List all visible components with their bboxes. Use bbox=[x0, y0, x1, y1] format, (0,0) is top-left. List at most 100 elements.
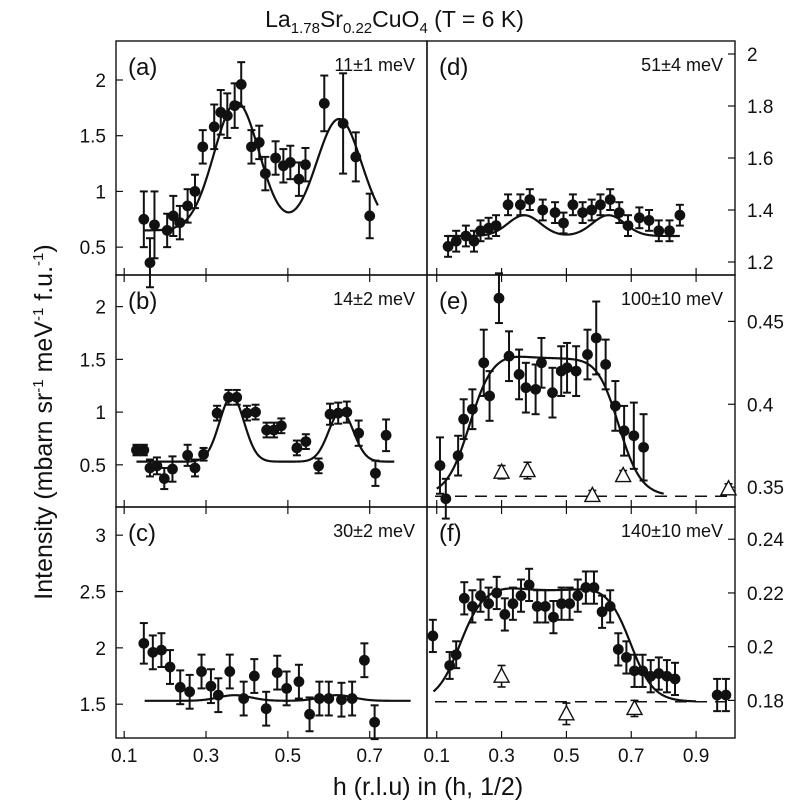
data-point bbox=[260, 703, 272, 715]
data-point bbox=[513, 369, 525, 380]
data-point bbox=[189, 462, 201, 474]
data-point bbox=[250, 406, 261, 418]
data-point bbox=[490, 220, 502, 232]
data-point bbox=[380, 429, 392, 441]
data-point bbox=[711, 689, 723, 701]
data-point bbox=[604, 600, 616, 612]
data-point bbox=[567, 199, 579, 211]
data-point bbox=[450, 235, 462, 247]
y-tick-label: 3 bbox=[95, 526, 106, 547]
data-point bbox=[458, 592, 470, 604]
data-point bbox=[332, 407, 344, 419]
data-point bbox=[248, 670, 260, 682]
data-point bbox=[596, 606, 608, 618]
x-tick-label: 0.3 bbox=[488, 746, 514, 767]
data-point bbox=[450, 649, 462, 661]
data-point bbox=[151, 460, 163, 472]
x-tick-label: 0.1 bbox=[111, 746, 137, 767]
background-triangle bbox=[492, 666, 511, 683]
panel-e: 0.35 0.4 0.45 (e) 100±10 meV bbox=[426, 272, 784, 520]
data-point bbox=[460, 230, 472, 242]
fit-curve bbox=[436, 355, 664, 495]
x-tick-label: 0.1 bbox=[424, 746, 450, 767]
data-point bbox=[427, 630, 439, 642]
y-tick-label: 2 bbox=[95, 71, 106, 92]
data-point bbox=[643, 215, 655, 226]
data-point bbox=[147, 646, 159, 658]
data-point bbox=[600, 359, 612, 370]
data-point bbox=[595, 199, 606, 211]
data-point bbox=[515, 590, 527, 602]
panel-tag: (e) bbox=[439, 288, 468, 315]
data-point bbox=[291, 442, 303, 454]
background-triangle bbox=[614, 466, 632, 483]
data-point bbox=[164, 661, 176, 673]
data-point bbox=[524, 194, 536, 206]
data-point bbox=[158, 473, 170, 484]
data-point bbox=[475, 590, 486, 602]
data-point bbox=[275, 420, 287, 432]
data-point bbox=[520, 382, 532, 394]
data-point bbox=[530, 383, 542, 395]
data-point bbox=[645, 670, 657, 682]
energy-label: 51±4 meV bbox=[641, 55, 723, 75]
data-point bbox=[653, 668, 665, 679]
data-point bbox=[341, 406, 353, 418]
data-point bbox=[618, 425, 630, 437]
data-point bbox=[300, 436, 312, 448]
data-point bbox=[149, 219, 160, 231]
data-point bbox=[238, 693, 250, 704]
data-point bbox=[514, 199, 526, 211]
energy-label: 140±10 meV bbox=[621, 521, 723, 541]
data-point bbox=[622, 220, 634, 232]
y-tick-label: 0.22 bbox=[747, 584, 784, 605]
data-point bbox=[629, 665, 640, 677]
data-point bbox=[458, 413, 470, 425]
background-triangle bbox=[557, 704, 576, 721]
y-tick-label: 1 bbox=[95, 403, 106, 424]
data-point bbox=[184, 686, 196, 698]
x-tick-label: 0.3 bbox=[193, 746, 219, 767]
data-point bbox=[661, 670, 673, 682]
data-point bbox=[638, 441, 649, 453]
data-point bbox=[536, 357, 547, 369]
panel-b: 0.5 1 1.5 2 (b) 14±2 meV bbox=[80, 274, 428, 508]
y-tick-label: 1.5 bbox=[80, 127, 106, 148]
x-tick-label: 0.9 bbox=[683, 746, 709, 767]
data-point bbox=[633, 212, 645, 224]
energy-label: 100±10 meV bbox=[621, 289, 723, 309]
data-point bbox=[208, 121, 220, 133]
energy-label: 30±2 meV bbox=[333, 521, 415, 541]
y-tick-label: 0.5 bbox=[80, 456, 106, 477]
data-point bbox=[221, 110, 233, 122]
x-tick-label: 0.5 bbox=[553, 746, 579, 767]
y-tick-label: 1.8 bbox=[747, 97, 773, 118]
data-point bbox=[197, 141, 209, 153]
data-point bbox=[452, 450, 464, 462]
data-point bbox=[674, 209, 686, 221]
data-point bbox=[604, 194, 616, 206]
data-point bbox=[167, 463, 178, 475]
data-point bbox=[572, 590, 584, 602]
data-point bbox=[182, 449, 194, 461]
y-tick-label: 1 bbox=[95, 182, 106, 203]
data-point bbox=[300, 159, 311, 171]
data-point bbox=[174, 681, 186, 693]
data-point bbox=[324, 408, 336, 420]
data-point bbox=[212, 689, 224, 701]
background-triangle bbox=[625, 698, 644, 716]
data-point bbox=[580, 582, 592, 593]
data-point bbox=[537, 204, 549, 216]
data-point bbox=[350, 151, 362, 163]
y-tick-label: 2 bbox=[95, 298, 106, 319]
data-point bbox=[293, 676, 305, 688]
panel-tag: (c) bbox=[128, 520, 156, 547]
x-tick-label: 0.5 bbox=[275, 746, 301, 767]
data-point bbox=[669, 673, 681, 685]
background-triangle bbox=[492, 462, 511, 479]
y-axis-label: Intensity (mbarn sr-1 meV-1 f.u.-1) bbox=[30, 244, 58, 599]
data-point bbox=[369, 716, 381, 728]
y-tick-label: 0.45 bbox=[747, 312, 784, 333]
figure-title: La1.78Sr0.22CuO4 (T = 6 K) bbox=[265, 6, 524, 37]
